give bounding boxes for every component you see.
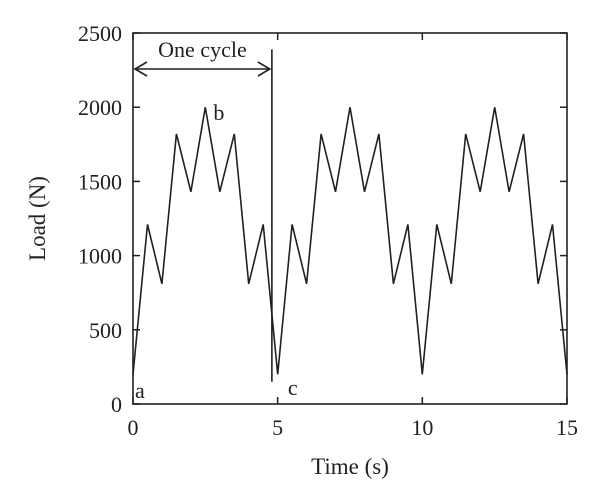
arrow-head-right xyxy=(257,61,272,77)
point-label-a: a xyxy=(135,378,145,403)
y-tick-label: 2000 xyxy=(78,95,122,120)
x-tick-label: 5 xyxy=(272,415,283,440)
x-axis-title: Time (s) xyxy=(311,454,389,479)
x-tick-label: 15 xyxy=(556,415,578,440)
y-tick-label: 1000 xyxy=(78,244,122,269)
annotations: One cycle a b c xyxy=(133,37,298,403)
cycle-label: One cycle xyxy=(158,37,247,62)
y-tick-label: 1500 xyxy=(78,169,122,194)
load-series-line xyxy=(132,107,568,375)
series-layer xyxy=(132,107,568,375)
y-tick-label: 500 xyxy=(89,318,122,343)
y-axis-title: Load (N) xyxy=(25,176,50,261)
axes xyxy=(132,32,568,405)
plot-frame xyxy=(132,32,568,405)
tick-labels: 0 5 10 15 0 500 1000 1500 2000 2500 xyxy=(78,21,578,440)
y-tick-label: 0 xyxy=(111,392,122,417)
arrow-head-left xyxy=(133,61,148,77)
ticks xyxy=(132,32,568,405)
x-tick-label: 10 xyxy=(411,415,433,440)
x-tick-label: 0 xyxy=(128,415,139,440)
point-label-c: c xyxy=(288,375,298,400)
y-tick-label: 2500 xyxy=(78,21,122,46)
point-label-b: b xyxy=(213,100,224,125)
